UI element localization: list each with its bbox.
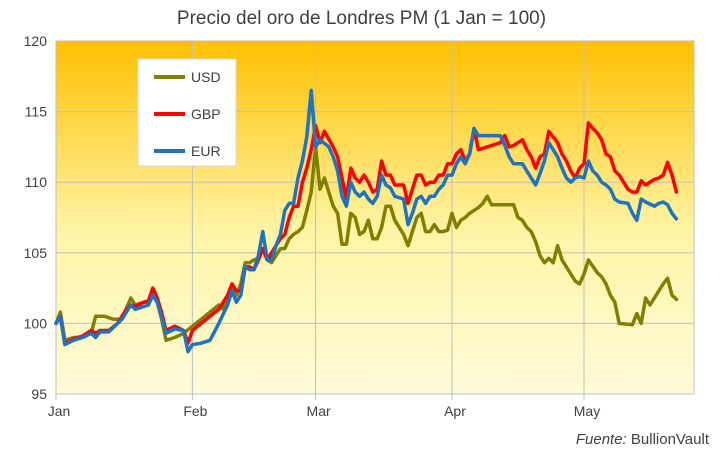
source-label: Fuente: — [575, 431, 627, 448]
y-tick-label: 105 — [24, 245, 48, 261]
y-tick-label: 95 — [31, 386, 47, 402]
legend: USD GBP EUR — [137, 58, 237, 167]
y-tick-label: 115 — [25, 104, 48, 120]
series-line-usd — [54, 145, 679, 343]
y-tick-label: 120 — [24, 33, 48, 49]
x-tick-label: May — [574, 403, 600, 419]
x-tick-label: Jan — [48, 403, 71, 419]
source-note: Fuente: BullionVault — [576, 431, 709, 448]
grid — [55, 40, 695, 400]
series-lines — [54, 88, 679, 354]
x-axis: Jan Feb Mar Apr May — [48, 403, 601, 419]
legend-label-usd: USD — [191, 69, 221, 85]
series-line-gbp — [54, 121, 679, 345]
legend-label-eur: EUR — [191, 143, 221, 159]
source-name: BullionVault — [630, 431, 709, 448]
chart-title: Precio del oro de Londres PM (1 Jan = 10… — [176, 8, 547, 29]
legend-box — [137, 58, 237, 167]
x-tick-label: Feb — [183, 403, 207, 419]
x-tick-label: Apr — [444, 403, 466, 419]
y-tick-label: 100 — [24, 315, 48, 331]
legend-label-gbp: GBP — [191, 106, 221, 122]
series-line-eur — [54, 88, 679, 354]
x-tick-label: Mar — [307, 403, 331, 419]
y-tick-label: 110 — [25, 174, 48, 190]
y-axis: 95 100 105 110 115 120 — [24, 33, 48, 402]
